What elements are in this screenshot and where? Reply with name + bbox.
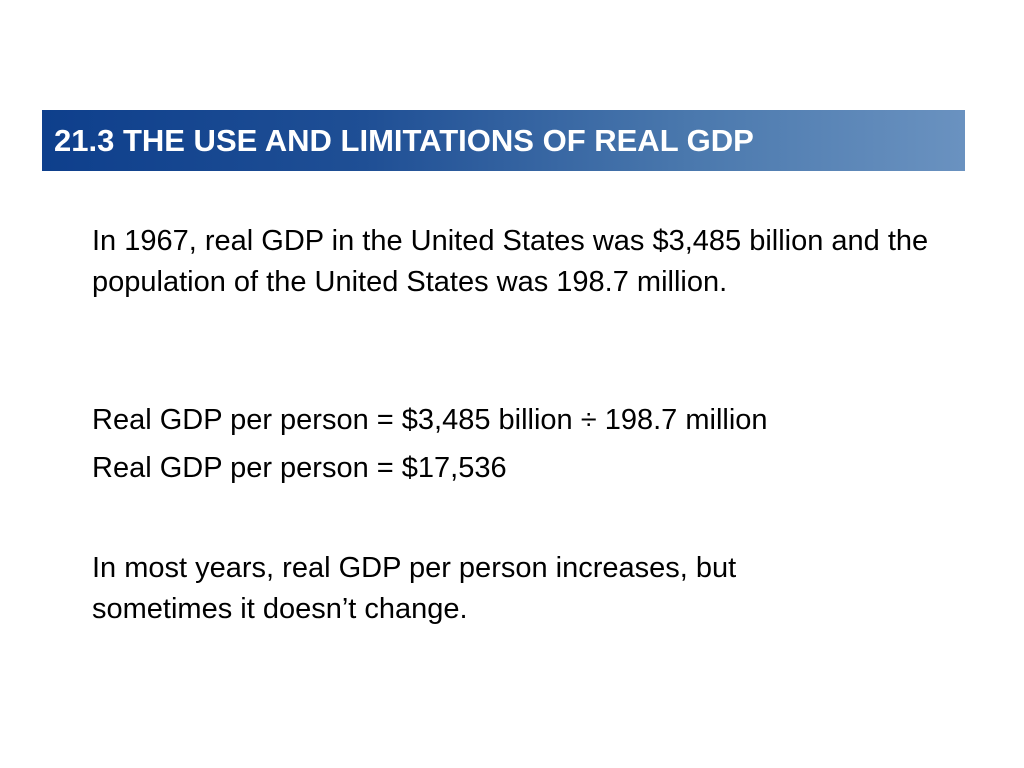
slide-title: 21.3 THE USE AND LIMITATIONS OF REAL GDP [54,122,754,158]
paragraph-gdp-trend: In most years, real GDP per person incre… [92,552,737,625]
paragraph-gdp-formula: Real GDP per person = $3,485 billion ÷ 1… [92,404,768,436]
slide-title-bar: 21.3 THE USE AND LIMITATIONS OF REAL GDP [42,110,965,171]
paragraph-gdp-result: Real GDP per person = $17,536 [92,452,507,484]
paragraph-1967-gdp: In 1967, real GDP in the United States w… [92,225,929,298]
